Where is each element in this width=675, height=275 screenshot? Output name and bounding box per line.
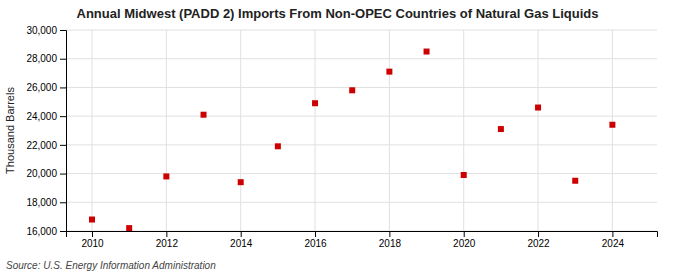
chart: 2010 2012 2014 2016 2018 2020 2022 2024 16,000 18…: [0, 0, 675, 275]
grid-line: [66, 144, 657, 145]
tick-mark: [92, 231, 93, 237]
tick-label: 26,000: [26, 82, 57, 93]
tick-mark: [389, 231, 390, 237]
tick-mark: [60, 87, 66, 88]
grid-line: [389, 30, 390, 231]
grid-line: [92, 30, 93, 231]
tick-mark: [60, 231, 66, 232]
tick: 2018: [379, 231, 402, 249]
point: [461, 172, 467, 178]
tick: 18,000: [26, 197, 66, 208]
tick: 24,000: [26, 111, 66, 122]
tick-mark: [60, 30, 66, 31]
axis-line: [67, 232, 658, 238]
point: [386, 69, 392, 75]
grid-line: [66, 116, 657, 117]
tick-label: 2024: [602, 238, 625, 249]
tick-label: 24,000: [26, 111, 57, 122]
point: [312, 100, 318, 106]
grid-line: [66, 173, 657, 174]
grid-line: [66, 30, 657, 31]
tick: 16,000: [26, 226, 66, 237]
tick: 30,000: [26, 25, 66, 36]
y-axis-title: Thousand Barrels: [4, 87, 16, 174]
tick-label: 2018: [379, 238, 402, 249]
tick-label: 22,000: [26, 140, 57, 151]
grid-line: [315, 30, 316, 231]
grid-line: [66, 87, 657, 88]
point: [424, 49, 430, 55]
point: [89, 217, 95, 223]
point: [275, 143, 281, 149]
point: [609, 122, 615, 128]
grid-line: [66, 58, 657, 59]
tick-mark: [538, 231, 539, 237]
tick: 2016: [304, 231, 327, 249]
axis-line: [60, 31, 67, 232]
grid-line: [166, 30, 167, 231]
y-axis: 16,000 18,000 20,000 22,000 24,000 26,000 28,0…: [26, 25, 66, 237]
grid-line: [240, 30, 241, 231]
tick-label: 2014: [230, 238, 253, 249]
tick: 2024: [602, 231, 625, 249]
tick: 22,000: [26, 140, 66, 151]
point: [572, 178, 578, 184]
tick: 2012: [156, 231, 179, 249]
point: [349, 87, 355, 93]
tick: 2020: [453, 231, 476, 249]
point: [201, 112, 207, 118]
tick-label: 2016: [304, 238, 327, 249]
tick-label: 30,000: [26, 25, 57, 36]
tick-label: 28,000: [26, 53, 57, 64]
tick-label: 2010: [81, 238, 104, 249]
source: Source: U.S. Energy Information Administ…: [6, 260, 216, 271]
grid-line: [612, 30, 613, 231]
tick-mark: [166, 231, 167, 237]
grid-line: [463, 30, 464, 231]
point: [498, 126, 504, 132]
tick-mark: [315, 231, 316, 237]
tick-label: 2020: [453, 238, 476, 249]
point: [535, 105, 541, 111]
grid: [66, 30, 657, 231]
tick-label: 2022: [527, 238, 550, 249]
x-axis: 2010 2012 2014 2016 2018 2020 2022 2024: [67, 231, 658, 249]
grid-line: [66, 202, 657, 203]
points: [89, 49, 615, 231]
tick: 26,000: [26, 82, 66, 93]
tick: 2022: [527, 231, 550, 249]
tick-mark: [60, 145, 66, 146]
tick-label: 2012: [156, 238, 179, 249]
tick-mark: [612, 231, 613, 237]
tick-label: 16,000: [26, 226, 57, 237]
tick: 28,000: [26, 53, 66, 64]
tick: 2010: [81, 231, 104, 249]
grid-line: [538, 30, 539, 231]
tick-label: 20,000: [26, 168, 57, 179]
tick: 2014: [230, 231, 253, 249]
tick-mark: [241, 231, 242, 237]
point: [126, 225, 132, 231]
tick-mark: [464, 231, 465, 237]
tick-mark: [60, 116, 66, 117]
plot: 2010 2012 2014 2016 2018 2020 2022 2024 16,000 18…: [26, 25, 657, 249]
tick-label: 18,000: [26, 197, 57, 208]
title: Annual Midwest (PADD 2) Imports From Non…: [77, 6, 599, 21]
tick-mark: [60, 202, 66, 203]
point: [238, 179, 244, 185]
tick-mark: [60, 174, 66, 175]
point: [163, 173, 169, 179]
tick: 20,000: [26, 168, 66, 179]
tick-mark: [60, 59, 66, 60]
